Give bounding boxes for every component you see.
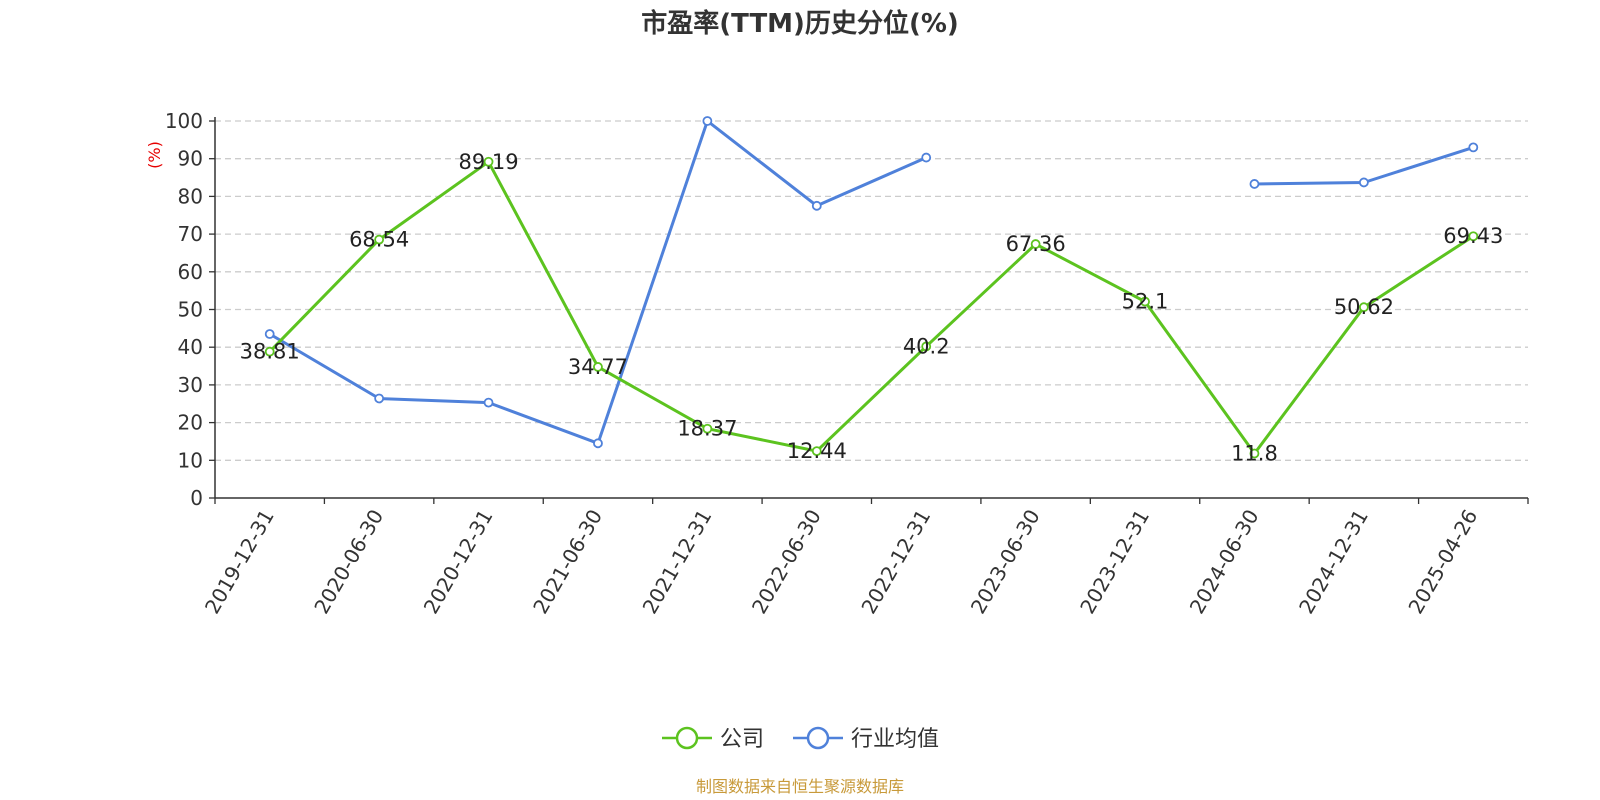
series-layer bbox=[264, 116, 1479, 459]
data-point[interactable] bbox=[593, 438, 603, 449]
data-point[interactable] bbox=[702, 423, 713, 434]
y-tick-label: 90 bbox=[178, 147, 203, 171]
data-point[interactable] bbox=[1468, 142, 1479, 153]
data-label: 12.44 bbox=[787, 439, 847, 463]
data-point[interactable] bbox=[1249, 179, 1260, 189]
data-point[interactable] bbox=[483, 156, 494, 167]
data-label: 69.43 bbox=[1443, 224, 1503, 248]
legend-item-industry-average[interactable]: 行业均值 bbox=[793, 726, 939, 752]
legend-circle-icon bbox=[806, 726, 830, 750]
data-point[interactable] bbox=[593, 362, 603, 372]
legend-label: 公司 bbox=[720, 727, 764, 752]
y-tick-label: 20 bbox=[178, 411, 203, 435]
x-tick-label: 2020-06-30 bbox=[309, 505, 388, 618]
x-tick-label: 2023-06-30 bbox=[966, 505, 1045, 618]
x-tick-label: 2022-06-30 bbox=[747, 505, 826, 618]
data-point[interactable] bbox=[264, 346, 275, 357]
series-company bbox=[264, 156, 1479, 459]
x-tick-label: 2023-12-31 bbox=[1075, 505, 1154, 618]
data-label: 50.62 bbox=[1334, 295, 1394, 319]
data-point[interactable] bbox=[374, 234, 385, 245]
y-tick-label: 50 bbox=[178, 298, 203, 322]
data-point[interactable] bbox=[1249, 448, 1260, 459]
legend-label: 行业均值 bbox=[851, 727, 939, 752]
series-line bbox=[268, 119, 1474, 445]
data-point[interactable] bbox=[264, 329, 275, 339]
data-label: 38.81 bbox=[240, 340, 300, 364]
y-axis-unit-label: (%) bbox=[145, 141, 164, 169]
x-tick-label: 2020-12-31 bbox=[419, 505, 498, 618]
chart-title: 市盈率(TTM)历史分位(%) bbox=[641, 8, 959, 39]
x-tick-label: 2024-06-30 bbox=[1185, 505, 1264, 618]
data-point[interactable] bbox=[1030, 239, 1041, 249]
y-tick-label: 30 bbox=[178, 373, 203, 397]
y-tick-label: 60 bbox=[178, 260, 203, 284]
series-line bbox=[268, 160, 1475, 455]
data-point[interactable] bbox=[374, 393, 385, 404]
data-label: 89.19 bbox=[458, 150, 518, 174]
y-tick-label: 100 bbox=[165, 109, 203, 133]
data-label: 34.77 bbox=[568, 355, 628, 379]
source-note: 制图数据来自恒生聚源数据库 bbox=[696, 777, 904, 796]
data-label: 11.8 bbox=[1231, 442, 1278, 466]
x-tick-label: 2022-12-31 bbox=[856, 505, 935, 618]
data-point[interactable] bbox=[1468, 231, 1479, 242]
y-tick-label: 70 bbox=[178, 222, 203, 246]
legend-circle-icon bbox=[675, 726, 699, 750]
y-tick-label: 0 bbox=[190, 486, 203, 510]
x-tick-label: 2021-06-30 bbox=[528, 505, 607, 618]
x-tick-label: 2021-12-31 bbox=[638, 505, 717, 618]
legend-item-company[interactable]: 公司 bbox=[662, 726, 764, 752]
data-point[interactable] bbox=[1140, 296, 1150, 307]
data-point[interactable] bbox=[921, 341, 932, 352]
data-point[interactable] bbox=[811, 446, 822, 457]
x-tick-label: 2025-04-26 bbox=[1403, 505, 1482, 618]
x-tick-label: 2024-12-31 bbox=[1294, 505, 1373, 618]
data-point[interactable] bbox=[483, 397, 494, 408]
data-label: 68.54 bbox=[349, 228, 409, 252]
data-point[interactable] bbox=[702, 116, 713, 126]
series-industry-average bbox=[264, 116, 1479, 449]
data-label: 52.1 bbox=[1122, 290, 1169, 314]
legend[interactable]: 公司 行业均值 bbox=[662, 726, 939, 752]
data-point[interactable] bbox=[921, 152, 932, 163]
data-point[interactable] bbox=[811, 200, 822, 211]
data-point[interactable] bbox=[1358, 177, 1369, 188]
y-tick-label: 40 bbox=[178, 335, 203, 359]
data-label: 67.36 bbox=[1006, 232, 1066, 256]
data-point[interactable] bbox=[1358, 302, 1369, 313]
y-tick-label: 10 bbox=[178, 448, 203, 472]
data-label: 40.2 bbox=[903, 334, 950, 358]
grid-lines bbox=[215, 120, 1528, 461]
data-labels: 38.81 68.54 89.19 34.77 18.37 12.44 40.2 67.36 5… bbox=[240, 150, 1504, 466]
data-label: 18.37 bbox=[677, 417, 737, 441]
y-tick-label: 80 bbox=[178, 184, 203, 208]
x-tick-label: 2019-12-31 bbox=[200, 505, 279, 618]
